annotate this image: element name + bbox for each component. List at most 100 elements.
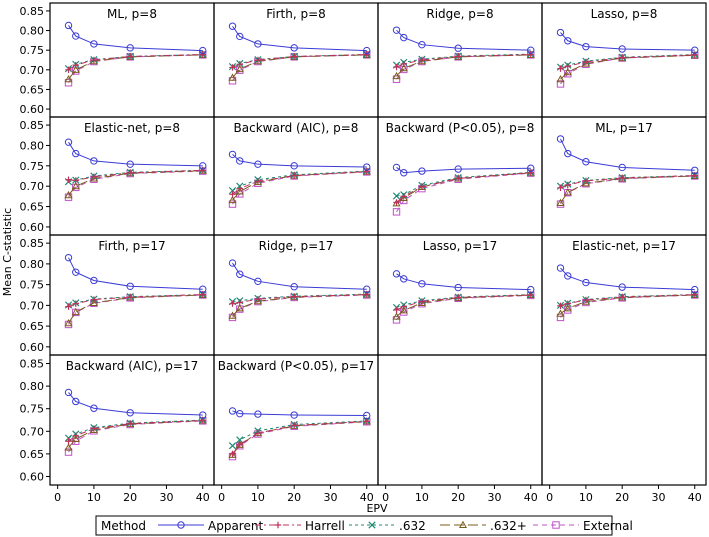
data-point [72, 397, 80, 406]
data-point [254, 277, 262, 286]
data-point [564, 300, 571, 307]
y-tick-label: 0.60 [20, 103, 45, 116]
y-tick-label: 0.60 [20, 221, 45, 234]
panel-title: ML, p=17 [595, 121, 653, 135]
y-tick-label: 0.80 [20, 258, 45, 271]
data-point [72, 149, 80, 158]
data-point [228, 73, 237, 81]
data-point [363, 411, 371, 420]
panel-title: Elastic-net, p=17 [572, 239, 676, 253]
series-line-632 [560, 54, 695, 80]
data-point [582, 177, 590, 185]
panel-grid [46, 2, 707, 486]
panel-title: ML, p=8 [107, 7, 157, 21]
data-point [126, 420, 134, 427]
data-point [90, 404, 98, 412]
y-tick-label: 0.80 [20, 139, 45, 152]
y-tick-label: 0.75 [20, 44, 45, 57]
y-tick-label: 0.75 [20, 160, 45, 173]
data-point [199, 285, 207, 293]
data-point [72, 432, 79, 440]
data-point [229, 191, 236, 198]
data-point [400, 60, 407, 68]
data-point [254, 160, 262, 168]
data-point [618, 54, 626, 61]
panel-2: Ridge, p=8 [392, 7, 535, 83]
series-line-external [68, 170, 203, 198]
y-tick-label: 0.70 [20, 64, 45, 77]
panel-title: Elastic-net, p=8 [84, 121, 180, 135]
series-line-external [68, 294, 203, 325]
x-tick-label: 40 [688, 491, 702, 504]
legend-box [95, 515, 613, 536]
series-line-632 [68, 294, 203, 324]
data-point [527, 51, 534, 58]
data-point [418, 40, 426, 49]
x-tick-label: 20 [123, 491, 137, 504]
data-point [72, 61, 79, 69]
legend: Method Apparent Harrell .632 .632+ External [95, 515, 633, 536]
data-point [235, 187, 244, 195]
data-point [582, 42, 590, 51]
data-point [618, 174, 626, 182]
data-point [236, 270, 244, 278]
data-point [581, 179, 590, 187]
data-point [90, 40, 98, 48]
series-line-apparent [560, 138, 695, 171]
data-point [72, 183, 80, 192]
data-point [126, 409, 134, 417]
data-point [400, 33, 408, 42]
series-line-harrell [396, 54, 531, 68]
data-point [236, 185, 243, 192]
data-point [563, 67, 572, 76]
data-point [290, 172, 298, 179]
y-tick-label: 0.60 [20, 341, 45, 354]
x-tick-label: 0 [54, 491, 61, 504]
data-point [90, 425, 98, 432]
data-point [90, 173, 98, 181]
series-line-harrell [396, 294, 531, 311]
panel-title: Backward (P<0.05), p=17 [218, 359, 374, 373]
series-line-632 [68, 419, 203, 439]
data-point [228, 442, 237, 450]
data-point [228, 407, 237, 415]
data-point [564, 37, 572, 45]
data-point [400, 169, 408, 177]
y-tick-label: 0.75 [20, 403, 45, 416]
data-point [618, 283, 626, 291]
series-line-apparent [68, 392, 203, 416]
data-point [392, 270, 401, 278]
data-point [418, 298, 426, 305]
data-point [392, 208, 401, 216]
data-point [126, 293, 134, 301]
data-point [290, 162, 298, 170]
y-tick-label: 0.65 [20, 448, 45, 461]
data-point [199, 411, 207, 419]
panel-title: Firth, p=8 [266, 7, 326, 21]
data-point [563, 304, 572, 312]
data-point [72, 177, 79, 184]
series-line-harrell [68, 54, 203, 71]
data-point [557, 184, 564, 192]
data-point [363, 168, 370, 175]
series-line-external [232, 54, 367, 82]
x-tick-label: 10 [251, 491, 265, 504]
data-point [236, 409, 244, 418]
series-line-apparent [68, 141, 203, 167]
data-point [363, 51, 370, 58]
data-point [557, 302, 564, 309]
data-point [454, 44, 462, 52]
legend-label: Harrell [305, 519, 345, 533]
data-point [582, 158, 590, 166]
data-point [64, 190, 73, 199]
data-point [72, 300, 79, 307]
panel-title: Backward (P<0.05), p=8 [386, 121, 535, 135]
series-line-632 [68, 294, 203, 306]
series-line-apparent [560, 32, 695, 51]
y-tick-label: 0.70 [20, 425, 45, 438]
data-point [290, 44, 298, 52]
data-point [71, 307, 80, 316]
data-point [72, 268, 80, 276]
data-point [556, 75, 565, 83]
